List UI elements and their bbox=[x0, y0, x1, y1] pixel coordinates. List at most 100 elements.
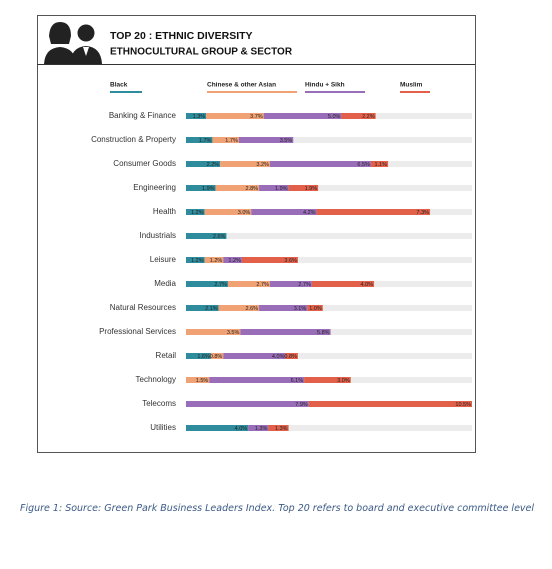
value-label: 6.1% bbox=[291, 378, 304, 384]
value-label: 3.5% bbox=[280, 138, 293, 144]
value-label: 2.7% bbox=[256, 282, 269, 288]
bar-segment bbox=[186, 161, 221, 167]
bar-segment bbox=[341, 113, 376, 119]
value-label: 1.0% bbox=[309, 306, 322, 312]
value-label: 2.8% bbox=[246, 186, 259, 192]
bar-segment bbox=[227, 281, 270, 287]
bar-segment bbox=[268, 425, 289, 431]
bar-segment bbox=[311, 281, 375, 287]
bar-segment bbox=[212, 137, 239, 143]
bar-segment bbox=[269, 281, 312, 287]
value-label: 3.1% bbox=[294, 306, 307, 312]
value-label: 1.3% bbox=[193, 114, 206, 120]
value-label: 1.2% bbox=[228, 258, 241, 264]
bar-segment bbox=[248, 425, 269, 431]
value-label: 2.6% bbox=[213, 234, 226, 240]
legend-swatch bbox=[305, 91, 365, 93]
bar-track bbox=[186, 257, 472, 263]
y-tick-label: Banking & Finance bbox=[109, 111, 177, 120]
bar-segment bbox=[186, 425, 249, 431]
value-label: 7.9% bbox=[295, 402, 308, 408]
bar-segment bbox=[186, 401, 309, 407]
y-tick-label: Leisure bbox=[150, 255, 177, 264]
value-label: 2.7% bbox=[298, 282, 311, 288]
value-label: 1.9% bbox=[275, 186, 288, 192]
bar-segment bbox=[209, 377, 305, 383]
bar-segment bbox=[308, 401, 472, 407]
bar-segment bbox=[240, 329, 331, 335]
caption: Figure 1: Source: Green Park Business Le… bbox=[20, 503, 535, 514]
bar-segment bbox=[259, 305, 308, 311]
bar-segment bbox=[204, 209, 252, 215]
value-label: 3.0% bbox=[238, 210, 251, 216]
value-label: 1.2% bbox=[191, 210, 204, 216]
value-label: 1.6% bbox=[197, 354, 210, 360]
value-label: 1.3% bbox=[275, 426, 288, 432]
bar-segment bbox=[263, 113, 342, 119]
value-label: 5.8% bbox=[317, 330, 330, 336]
bar-segment bbox=[186, 185, 216, 191]
bar-segment bbox=[223, 257, 242, 263]
y-tick-label: Technology bbox=[136, 375, 176, 384]
bar-segment bbox=[186, 329, 241, 335]
y-tick-label: Media bbox=[154, 279, 176, 288]
y-tick-label: Utilities bbox=[150, 423, 176, 432]
bar-segment bbox=[269, 161, 371, 167]
bar-segment bbox=[186, 233, 227, 239]
bar-segment bbox=[186, 353, 211, 359]
value-label: 1.7% bbox=[199, 138, 212, 144]
value-label: 5.0% bbox=[328, 114, 341, 120]
bar-track bbox=[186, 353, 472, 359]
bar-segment bbox=[186, 377, 210, 383]
value-label: 1.9% bbox=[202, 186, 215, 192]
value-label: 1.1% bbox=[375, 162, 388, 168]
bar-segment bbox=[186, 113, 207, 119]
people-icon bbox=[44, 22, 102, 64]
bar-segment bbox=[210, 353, 224, 359]
legend-label: Hindu + Sikh bbox=[305, 82, 345, 89]
legend-label: Muslim bbox=[400, 82, 423, 89]
y-tick-label: Engineering bbox=[133, 183, 176, 192]
bar-segment bbox=[218, 305, 260, 311]
bar-track bbox=[186, 137, 472, 143]
y-tick-label: Consumer Goods bbox=[113, 159, 176, 168]
bar-segment bbox=[370, 161, 389, 167]
legend-label: Black bbox=[110, 82, 128, 89]
chart-title: TOP 20 : ETHNIC DIVERSITY bbox=[110, 30, 253, 42]
bar-track bbox=[186, 305, 472, 311]
bar-segment bbox=[259, 185, 289, 191]
value-label: 2.7% bbox=[214, 282, 227, 288]
value-label: 1.7% bbox=[225, 138, 238, 144]
value-label: 3.2% bbox=[256, 162, 269, 168]
bar-segment bbox=[204, 257, 224, 263]
value-label: 1.5% bbox=[196, 378, 209, 384]
value-label: 1.3% bbox=[255, 426, 268, 432]
value-label: 10.5% bbox=[455, 402, 471, 408]
value-label: 7.3% bbox=[416, 210, 429, 216]
bar-segment bbox=[238, 137, 294, 143]
y-tick-label: Professional Services bbox=[99, 327, 176, 336]
bar-track bbox=[186, 425, 472, 431]
value-label: 3.7% bbox=[250, 114, 263, 120]
value-label: 0.8% bbox=[210, 354, 223, 360]
bar-track bbox=[186, 233, 472, 239]
bar-segment bbox=[186, 257, 205, 263]
value-label: 2.2% bbox=[362, 114, 375, 120]
bar-segment bbox=[251, 209, 317, 215]
bar-segment bbox=[186, 209, 205, 215]
value-label: 2.1% bbox=[205, 306, 218, 312]
y-tick-label: Natural Resources bbox=[110, 303, 176, 312]
y-tick-label: Telecoms bbox=[142, 399, 176, 408]
y-tick-label: Retail bbox=[156, 351, 177, 360]
legend-swatch bbox=[400, 91, 430, 93]
bar-segment bbox=[186, 305, 219, 311]
bar-segment bbox=[285, 353, 298, 359]
bar-segment bbox=[215, 185, 260, 191]
value-label: 0.8% bbox=[284, 354, 297, 360]
bar-segment bbox=[223, 353, 286, 359]
bar-segment bbox=[304, 377, 351, 383]
value-label: 4.2% bbox=[303, 210, 316, 216]
value-label: 4.0% bbox=[272, 354, 285, 360]
bar-track bbox=[186, 185, 472, 191]
